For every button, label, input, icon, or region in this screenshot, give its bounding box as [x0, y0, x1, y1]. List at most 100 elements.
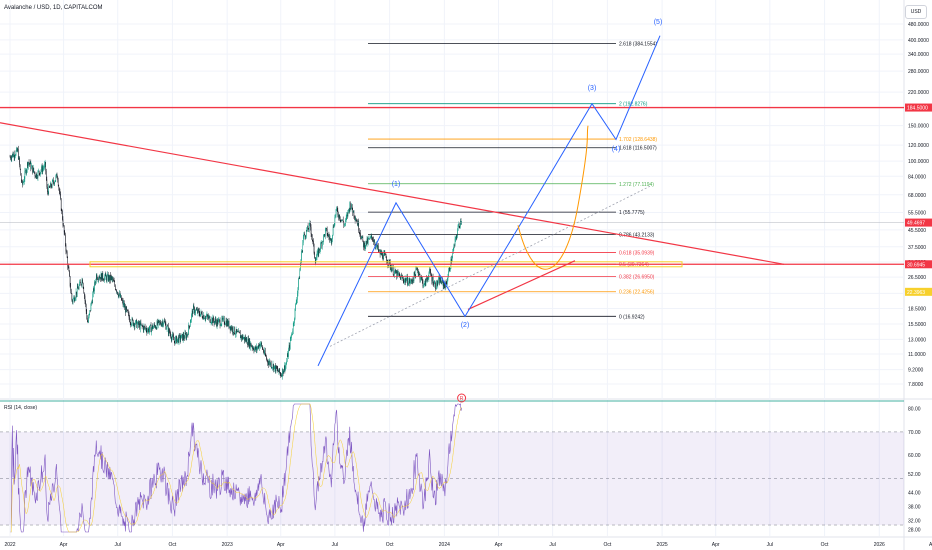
candle-body — [148, 329, 150, 333]
candle-body — [74, 297, 75, 301]
candle-body — [294, 308, 296, 320]
candle-body — [177, 337, 179, 340]
candle-body — [314, 258, 316, 263]
candle-body — [115, 285, 116, 290]
candle-body — [328, 234, 330, 238]
ascending-trendline — [467, 260, 576, 311]
candle-body — [59, 188, 60, 193]
candle-body — [15, 155, 16, 157]
candle-body — [346, 214, 348, 218]
candle-body — [209, 316, 210, 317]
candle-body — [439, 277, 440, 284]
price-axis[interactable]: 7.8000 9.2000 11.0000 13.0000 15.5000 18.5000… — [905, 22, 932, 388]
candlestick-series — [9, 145, 462, 380]
candle-body — [298, 278, 299, 288]
candle-body — [384, 253, 386, 255]
candle-body — [157, 320, 159, 325]
candle-body — [337, 207, 338, 211]
candle-body — [186, 335, 187, 339]
candle-body — [451, 257, 453, 262]
candle-body — [273, 366, 275, 371]
candle-body — [235, 329, 237, 335]
candle-body — [350, 208, 352, 210]
candle-body — [75, 291, 77, 298]
candle-body — [97, 279, 99, 280]
candle-body — [312, 236, 313, 241]
candle-body — [76, 291, 77, 295]
candle-body — [361, 236, 363, 238]
candle-body — [295, 302, 297, 305]
candle-body — [439, 278, 441, 284]
candle-body — [120, 295, 121, 298]
candle-body — [218, 320, 219, 325]
candle-body — [188, 325, 189, 335]
candle-body — [143, 326, 145, 331]
candle-body — [420, 277, 422, 279]
time-axis[interactable]: 2022 Apr Jul Oct 2023 Apr Jul Oct 2024 Apr Jul Oct 2… — [4, 542, 932, 548]
candle-body — [392, 266, 394, 275]
rsi-line — [10, 403, 462, 533]
candle-body — [237, 331, 238, 332]
candle-body — [394, 269, 396, 272]
candle-body — [373, 241, 375, 243]
candle-body — [22, 181, 23, 185]
candle-body — [403, 278, 404, 281]
candle-body — [417, 268, 418, 271]
candle-body — [428, 273, 430, 279]
candle-body — [237, 331, 239, 333]
candle-body — [183, 334, 184, 338]
candle-body — [91, 302, 93, 303]
candle-body — [224, 323, 226, 325]
price-tick-label: 45.5000 — [908, 228, 926, 234]
candle-body — [10, 158, 12, 160]
candle-body — [35, 175, 36, 178]
currency-button[interactable]: USD — [905, 5, 927, 19]
candle-body — [67, 257, 68, 267]
candle-body — [124, 306, 126, 308]
candle-body — [144, 326, 146, 329]
candle-body — [411, 280, 413, 282]
candle-body — [141, 324, 142, 326]
candle-body — [373, 239, 374, 242]
candle-body — [48, 185, 49, 195]
candle-body — [256, 346, 258, 350]
price-tick-label: 480.0000 — [908, 22, 929, 28]
candle-body — [232, 327, 233, 333]
candle-body — [457, 230, 458, 237]
candle-body — [395, 271, 397, 274]
candle-body — [66, 251, 68, 258]
candle-body — [430, 271, 431, 275]
candle-body — [433, 282, 435, 286]
candle-body — [249, 339, 251, 348]
candle-body — [242, 338, 244, 340]
price-tick-label: 9.2000 — [908, 368, 924, 374]
candle-body — [40, 170, 42, 173]
candle-body — [382, 252, 383, 259]
candle-body — [325, 229, 326, 237]
candle-body — [180, 338, 182, 341]
price-tick-label: 68.0000 — [908, 193, 926, 199]
candle-body — [155, 327, 157, 328]
candle-body — [327, 235, 328, 236]
candle-body — [389, 259, 390, 262]
candle-body — [359, 232, 361, 234]
candle-body — [370, 235, 372, 237]
time-tick-label: Apr — [277, 542, 285, 548]
candle-body — [266, 359, 268, 361]
candle-body — [53, 182, 55, 185]
candle-body — [209, 316, 211, 323]
candle-body — [420, 278, 421, 280]
candle-body — [253, 349, 255, 352]
rsi-axis[interactable]: 28.00 32.00 38.00 44.00 52.00 60.00 70.00 80.00 — [908, 407, 921, 534]
candle-body — [96, 274, 97, 282]
candle-body — [72, 299, 73, 303]
candle-body — [368, 238, 370, 240]
candle-body — [154, 324, 155, 326]
candle-body — [69, 276, 71, 287]
candle-body — [271, 367, 273, 368]
candle-body — [195, 310, 197, 311]
rsi-indicator-label[interactable]: RSI (14, close) — [4, 405, 38, 411]
candle-body — [235, 334, 236, 335]
candle-body — [426, 278, 428, 280]
